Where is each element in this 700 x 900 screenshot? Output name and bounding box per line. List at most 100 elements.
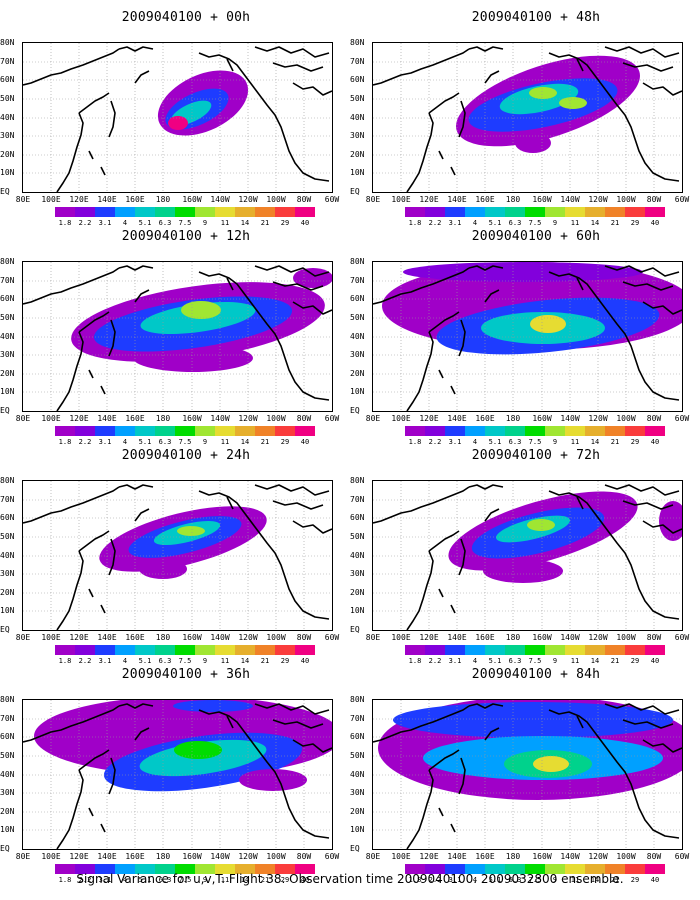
longitude-label: 140W — [560, 633, 580, 642]
longitude-label: 140W — [210, 195, 230, 204]
latitude-label: EQ — [0, 625, 10, 634]
latitude-label: 40N — [0, 770, 15, 779]
coastline — [406, 769, 434, 849]
coastline — [548, 52, 680, 182]
colorbar-swatch — [175, 426, 195, 436]
coastline — [406, 331, 434, 411]
longitude-label: 120E — [419, 633, 439, 642]
colorbar-swatch — [465, 426, 485, 436]
colorbar-label: 11 — [220, 876, 230, 884]
latitude-label: 30N — [350, 569, 365, 578]
colorbar-label: 11 — [220, 657, 230, 665]
longitude-label: 100E — [41, 195, 61, 204]
latitude-label: EQ — [350, 187, 360, 196]
colorbar-swatch — [405, 645, 425, 655]
map-panel: 2009040100 + 24h 80N 70N 60N 50N 40N 30N 20N 10N… — [0, 444, 360, 665]
map-svg — [23, 700, 332, 849]
colorbar-label: 6.3 — [508, 876, 522, 884]
longitude-label: 100W — [616, 414, 636, 423]
colorbar-label: 2.2 — [428, 657, 442, 665]
latitude-label: 80N — [350, 695, 365, 704]
coastline — [373, 705, 470, 743]
variance-contour — [659, 501, 682, 541]
colorbar-swatch — [95, 864, 115, 874]
colorbar-label: 21 — [610, 438, 620, 446]
longitude-label: 160W — [182, 414, 202, 423]
coastline — [484, 727, 500, 741]
coastline — [576, 715, 584, 729]
latitude-label: 30N — [350, 131, 365, 140]
colorbar-swatch — [175, 864, 195, 874]
colorbar-label: 40 — [300, 876, 310, 884]
colorbar-label: 14 — [240, 438, 250, 446]
colorbar-swatch — [275, 207, 295, 217]
colorbar-label: 11 — [220, 219, 230, 227]
colorbar-swatch — [155, 207, 175, 217]
latitude-label: 20N — [350, 369, 365, 378]
longitude-label: 80E — [365, 195, 381, 204]
latitude-label: 50N — [350, 751, 365, 760]
colorbar-swatch — [75, 864, 95, 874]
colorbar-label: 1.8 — [408, 219, 422, 227]
colorbar-swatch — [645, 426, 665, 436]
colorbar-label: 6.3 — [158, 438, 172, 446]
longitude-label: 60W — [324, 633, 340, 642]
latitude-label: 30N — [350, 350, 365, 359]
colorbar-label: 11 — [570, 876, 580, 884]
longitude-label: 160E — [125, 195, 145, 204]
colorbar-label: 1.8 — [58, 876, 72, 884]
colorbar-label: 7.5 — [178, 219, 192, 227]
coastline — [78, 311, 110, 333]
colorbar-swatch — [485, 864, 505, 874]
latitude-label: 50N — [350, 532, 365, 541]
colorbar-label: 29 — [630, 876, 640, 884]
colorbar-label: 7.5 — [178, 876, 192, 884]
coastline — [23, 48, 120, 86]
coastline — [254, 46, 330, 58]
colorbar-label: 5.1 — [488, 438, 502, 446]
longitude-label: 100E — [391, 633, 411, 642]
colorbar-label: 29 — [280, 876, 290, 884]
figure-caption: Signal Variance for u,v,T. Flight 38. Ob… — [76, 872, 624, 886]
colorbar-label: 21 — [260, 876, 270, 884]
colorbar-swatch — [135, 864, 155, 874]
colorbar-swatch — [135, 426, 155, 436]
colorbar-swatch — [585, 207, 605, 217]
latitude-label: 50N — [0, 94, 15, 103]
colorbar-swatch — [75, 207, 95, 217]
colorbar-swatch — [465, 645, 485, 655]
colorbar-label: 14 — [590, 657, 600, 665]
latitude-label: 30N — [0, 788, 15, 797]
map-plot-area — [22, 699, 333, 850]
map-plot-area — [22, 261, 333, 412]
colorbar-swatch — [605, 207, 625, 217]
longitude-label: 80W — [296, 852, 312, 861]
colorbar-swatch — [625, 645, 645, 655]
coastline — [226, 58, 234, 72]
latitude-label: 70N — [0, 276, 15, 285]
colorbar-label: 3.1 — [98, 657, 112, 665]
longitude-label: 100W — [616, 852, 636, 861]
map-plot-area — [22, 480, 333, 631]
map-panel: 2009040100 + 36h 80N 70N 60N 50N 40N 30N 20N 10N… — [0, 663, 360, 884]
longitude-label: 60W — [674, 414, 690, 423]
variance-contour — [174, 741, 222, 759]
latitude-label: 20N — [350, 807, 365, 816]
longitude-label: 120W — [238, 414, 258, 423]
colorbar-swatch — [95, 426, 115, 436]
map-panel: 2009040100 + 00h 80N 70N 60N 50N 40N 30N 20N 10N… — [0, 6, 360, 227]
longitude-label: 160W — [182, 195, 202, 204]
colorbar-label: 7.5 — [528, 657, 542, 665]
longitude-label: 160E — [475, 633, 495, 642]
longitude-label: 120E — [69, 195, 89, 204]
latitude-label: EQ — [350, 844, 360, 853]
colorbar-swatch — [215, 645, 235, 655]
colorbar-swatch — [485, 426, 505, 436]
colorbar-label: 6.3 — [508, 219, 522, 227]
coastline — [373, 267, 470, 305]
map-svg — [23, 481, 332, 630]
map-plot-area — [372, 480, 683, 631]
colorbar-label: 3.1 — [98, 219, 112, 227]
colorbar-label: 11 — [220, 438, 230, 446]
colorbar-swatch — [505, 426, 525, 436]
